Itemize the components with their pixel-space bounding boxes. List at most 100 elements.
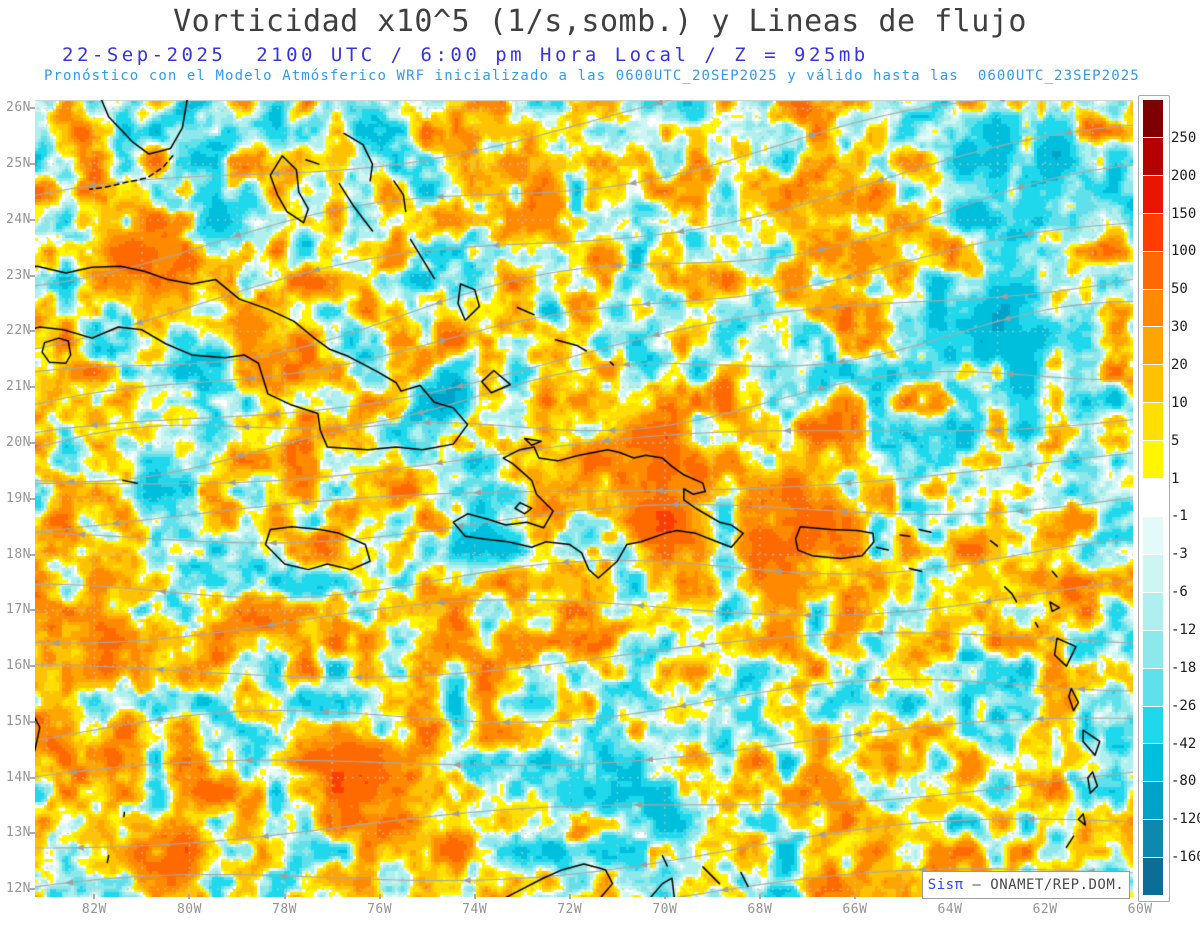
lat-tick-mark xyxy=(30,330,35,333)
lat-tick-label: 22N xyxy=(6,323,31,339)
lon-tick-mark xyxy=(663,894,666,899)
lat-tick-mark xyxy=(30,888,35,891)
lat-tick-label: 25N xyxy=(6,156,31,172)
colorbar-segment xyxy=(1143,213,1163,251)
lat-tick-label: 21N xyxy=(6,379,31,395)
lon-tick-mark xyxy=(378,894,381,899)
colorbar-segment xyxy=(1143,554,1163,592)
lat-tick-label: 23N xyxy=(6,267,31,283)
colorbar-level-label: -42 xyxy=(1171,735,1197,752)
lon-tick-label: 64W xyxy=(937,902,963,917)
colorbar-segment xyxy=(1143,327,1163,365)
lat-tick-label: 15N xyxy=(6,713,31,729)
colorbar-level-label: 150 xyxy=(1171,205,1197,222)
colorbar-level-label: 30 xyxy=(1171,319,1188,336)
lon-tick-label: 62W xyxy=(1032,902,1058,917)
colorbar xyxy=(1143,100,1163,896)
lat-tick-mark xyxy=(30,832,35,835)
lon-tick-mark xyxy=(283,894,286,899)
colorbar-level-label: 10 xyxy=(1171,394,1188,411)
lon-tick-mark xyxy=(568,894,571,899)
colorbar-segment xyxy=(1143,744,1163,782)
lat-tick-label: 18N xyxy=(6,546,31,562)
colorbar-segment xyxy=(1143,251,1163,289)
colorbar-level-label: 100 xyxy=(1171,243,1197,260)
colorbar-segment xyxy=(1143,365,1163,403)
lat-tick-mark xyxy=(30,442,35,444)
colorbar-segment xyxy=(1143,668,1163,706)
lat-tick-label: 19N xyxy=(6,490,31,506)
colorbar-level-label: 200 xyxy=(1171,167,1197,184)
colorbar-level-label: -120 xyxy=(1171,811,1200,828)
colorbar-segment xyxy=(1143,100,1163,137)
colorbar-segment xyxy=(1143,403,1163,441)
lon-tick-label: 82W xyxy=(81,902,107,917)
lat-tick-label: 16N xyxy=(6,658,31,674)
lat-tick-mark xyxy=(30,553,35,556)
colorbar-level-label: -12 xyxy=(1171,622,1197,638)
colorbar-level-label: -6 xyxy=(1171,584,1188,601)
colorbar-segment xyxy=(1143,441,1163,479)
colorbar-segment xyxy=(1143,706,1163,744)
colorbar-segment xyxy=(1143,479,1163,516)
lat-tick-label: 17N xyxy=(6,602,31,618)
colorbar-level-label: 5 xyxy=(1171,432,1180,449)
colorbar-level-label: -26 xyxy=(1171,697,1197,714)
colorbar-segment xyxy=(1143,782,1163,820)
lon-tick-label: 60W xyxy=(1127,902,1153,917)
lon-tick-label: 68W xyxy=(747,902,773,917)
lon-tick-label: 76W xyxy=(367,902,393,917)
lat-tick-mark xyxy=(30,609,35,612)
lat-tick-mark xyxy=(30,107,35,110)
lat-tick-mark xyxy=(30,218,35,221)
lon-tick-mark xyxy=(758,894,761,899)
colorbar-segment xyxy=(1143,289,1163,327)
lat-tick-mark xyxy=(30,720,35,723)
lon-tick-label: 78W xyxy=(272,902,298,917)
colorbar-segment xyxy=(1143,516,1163,554)
colorbar-segment xyxy=(1143,137,1163,175)
lat-tick-mark xyxy=(30,665,35,668)
colorbar-level-label: -3 xyxy=(1171,546,1188,563)
lon-tick-mark xyxy=(473,894,476,899)
lat-tick-label: 12N xyxy=(6,881,31,897)
lat-tick-mark xyxy=(30,386,35,389)
page-title: Vorticidad x10^5 (1/s,somb.) y Lineas de… xyxy=(173,4,1027,39)
lat-tick-label: 14N xyxy=(6,769,31,785)
colorbar-level-label: 1 xyxy=(1171,470,1180,487)
lat-tick-mark xyxy=(30,497,35,500)
colorbar-level-label: -80 xyxy=(1171,773,1197,790)
colorbar-level-label: -18 xyxy=(1171,659,1197,676)
lon-tick-label: 72W xyxy=(557,902,583,917)
colorbar-segment xyxy=(1143,592,1163,630)
lat-tick-mark xyxy=(30,274,35,277)
lon-tick-label: 70W xyxy=(652,902,678,917)
colorbar-level-label: 20 xyxy=(1171,357,1188,373)
colorbar-level-label: 50 xyxy=(1171,281,1188,298)
watermark-org: – ONAMET/REP.DOM. xyxy=(963,877,1125,893)
lat-tick-label: 26N xyxy=(6,100,31,116)
lon-tick-mark xyxy=(853,894,856,899)
watermark-brand: Sisπ xyxy=(927,877,964,893)
colorbar-segment xyxy=(1143,630,1163,668)
lat-tick-mark xyxy=(30,776,35,779)
lon-tick-label: 80W xyxy=(176,902,202,917)
lon-tick-mark xyxy=(188,894,191,899)
watermark-box: Sisπ – ONAMET/REP.DOM. xyxy=(922,871,1130,899)
lon-tick-label: 74W xyxy=(462,902,488,917)
lat-tick-mark xyxy=(30,163,35,166)
model-init-line: Pronóstico con el Modelo Atmósferico WRF… xyxy=(44,68,1140,84)
lat-tick-label: 20N xyxy=(6,435,31,450)
lat-tick-label: 13N xyxy=(6,825,31,841)
colorbar-level-label: 250 xyxy=(1171,129,1197,146)
colorbar-level-label: -1 xyxy=(1171,508,1188,525)
colorbar-level-label: -160 xyxy=(1171,849,1200,866)
valid-datetime-line: 22-Sep-2025 2100 UTC / 6:00 pm Hora Loca… xyxy=(62,44,869,66)
colorbar-segment xyxy=(1143,175,1163,213)
colorbar-segment xyxy=(1143,820,1163,858)
colorbar-segment xyxy=(1143,858,1163,896)
lat-tick-label: 24N xyxy=(6,211,31,227)
lon-tick-label: 66W xyxy=(842,902,868,917)
lon-tick-mark xyxy=(93,894,96,899)
